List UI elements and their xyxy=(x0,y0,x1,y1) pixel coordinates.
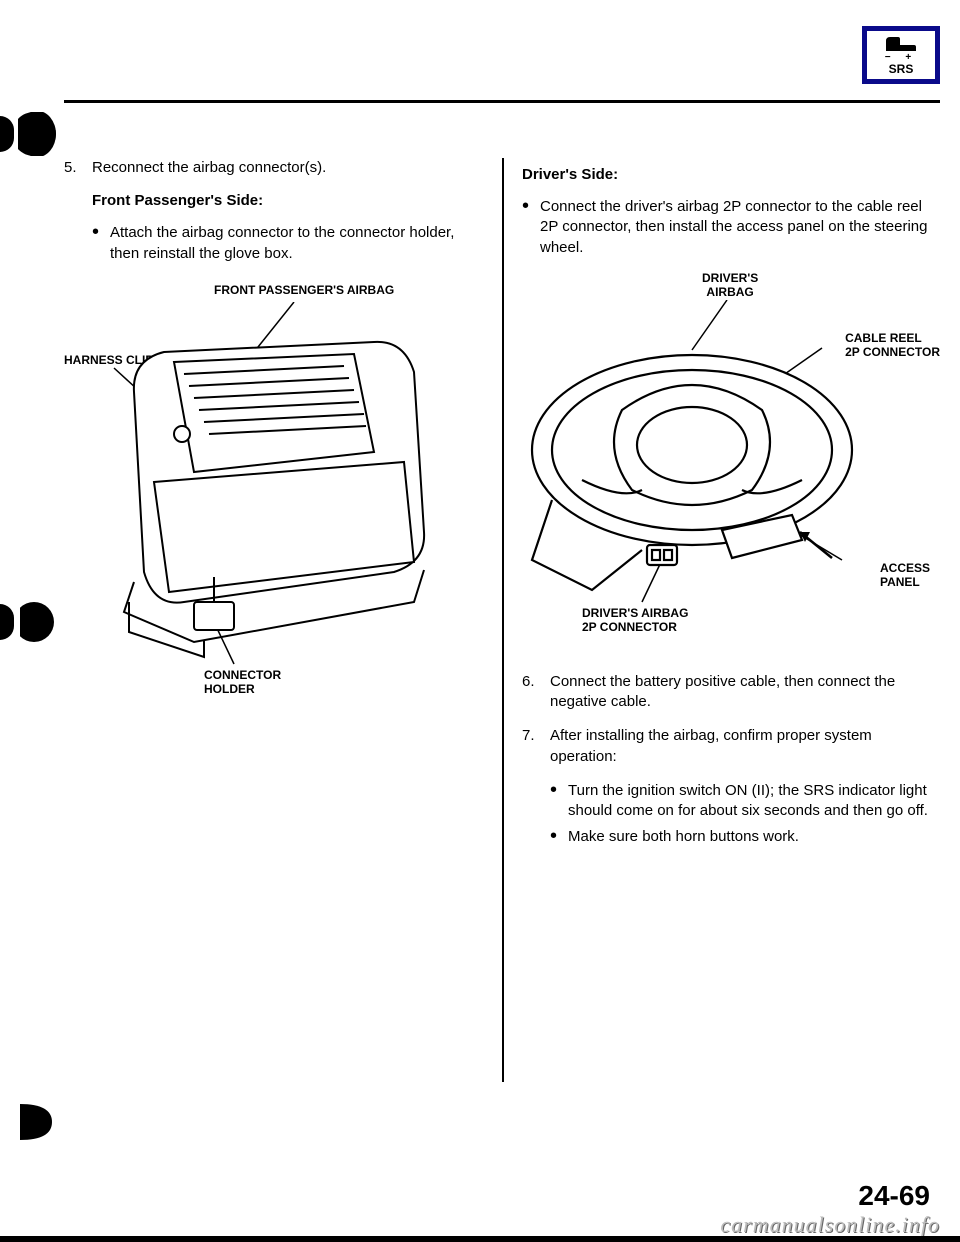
front-passenger-heading: Front Passenger's Side: xyxy=(92,192,482,209)
step-text: After installing the airbag, confirm pro… xyxy=(550,726,940,767)
sub-bullet: • Make sure both horn buttons work. xyxy=(550,827,940,847)
steering-wheel-diagram: DRIVER'S AIRBAG CABLE REEL 2P CONNECTOR … xyxy=(522,272,940,652)
binder-tab-icon xyxy=(12,1100,56,1144)
bullet-item: • Connect the driver's airbag 2P connect… xyxy=(522,197,940,258)
sub-bullet: • Turn the ignition switch ON (II); the … xyxy=(550,781,940,822)
step-number: 5. xyxy=(64,158,92,178)
bullet-text: Turn the ignition switch ON (II); the SR… xyxy=(568,781,940,822)
passenger-airbag-diagram: FRONT PASSENGER'S AIRBAG HARNESS CLIP CO… xyxy=(64,284,482,704)
diagram-label: DRIVER'S AIRBAG xyxy=(702,272,758,300)
page-content: 5. Reconnect the airbag connector(s). Fr… xyxy=(64,118,940,1162)
bullet-icon: • xyxy=(550,781,568,822)
bullet-item: • Attach the airbag connector to the con… xyxy=(92,223,482,264)
bullet-text: Attach the airbag connector to the conne… xyxy=(110,223,482,264)
binder-tab-icon xyxy=(12,600,56,644)
right-column: Driver's Side: • Connect the driver's ai… xyxy=(502,118,940,1162)
watermark: carmanualsonline.info xyxy=(720,1212,940,1238)
left-column: 5. Reconnect the airbag connector(s). Fr… xyxy=(64,118,502,1162)
srs-label: SRS xyxy=(889,63,914,75)
step-number: 6. xyxy=(522,672,550,713)
section-rule xyxy=(64,100,940,103)
steering-wheel-illustration xyxy=(522,300,922,640)
srs-icon-box: − + SRS xyxy=(862,26,940,84)
page-bottom-edge xyxy=(0,1236,960,1242)
seat-icon xyxy=(884,35,918,53)
step-text: Connect the battery positive cable, then… xyxy=(550,672,940,713)
step-6: 6. Connect the battery positive cable, t… xyxy=(522,672,940,713)
bullet-icon: • xyxy=(92,223,110,264)
page-number: 24-69 xyxy=(858,1180,930,1212)
step-number: 7. xyxy=(522,726,550,767)
driver-side-heading: Driver's Side: xyxy=(522,166,940,183)
diagram-label: FRONT PASSENGER'S AIRBAG xyxy=(214,284,394,298)
step-7: 7. After installing the airbag, confirm … xyxy=(522,726,940,767)
bullet-text: Make sure both horn buttons work. xyxy=(568,827,940,847)
binder-tab-icon xyxy=(12,112,56,156)
step-text: Reconnect the airbag connector(s). xyxy=(92,158,482,178)
bullet-icon: • xyxy=(522,197,540,258)
bullet-icon: • xyxy=(550,827,568,847)
glovebox-illustration xyxy=(74,302,454,682)
step-5: 5. Reconnect the airbag connector(s). xyxy=(64,158,482,178)
bullet-text: Connect the driver's airbag 2P connector… xyxy=(540,197,940,258)
